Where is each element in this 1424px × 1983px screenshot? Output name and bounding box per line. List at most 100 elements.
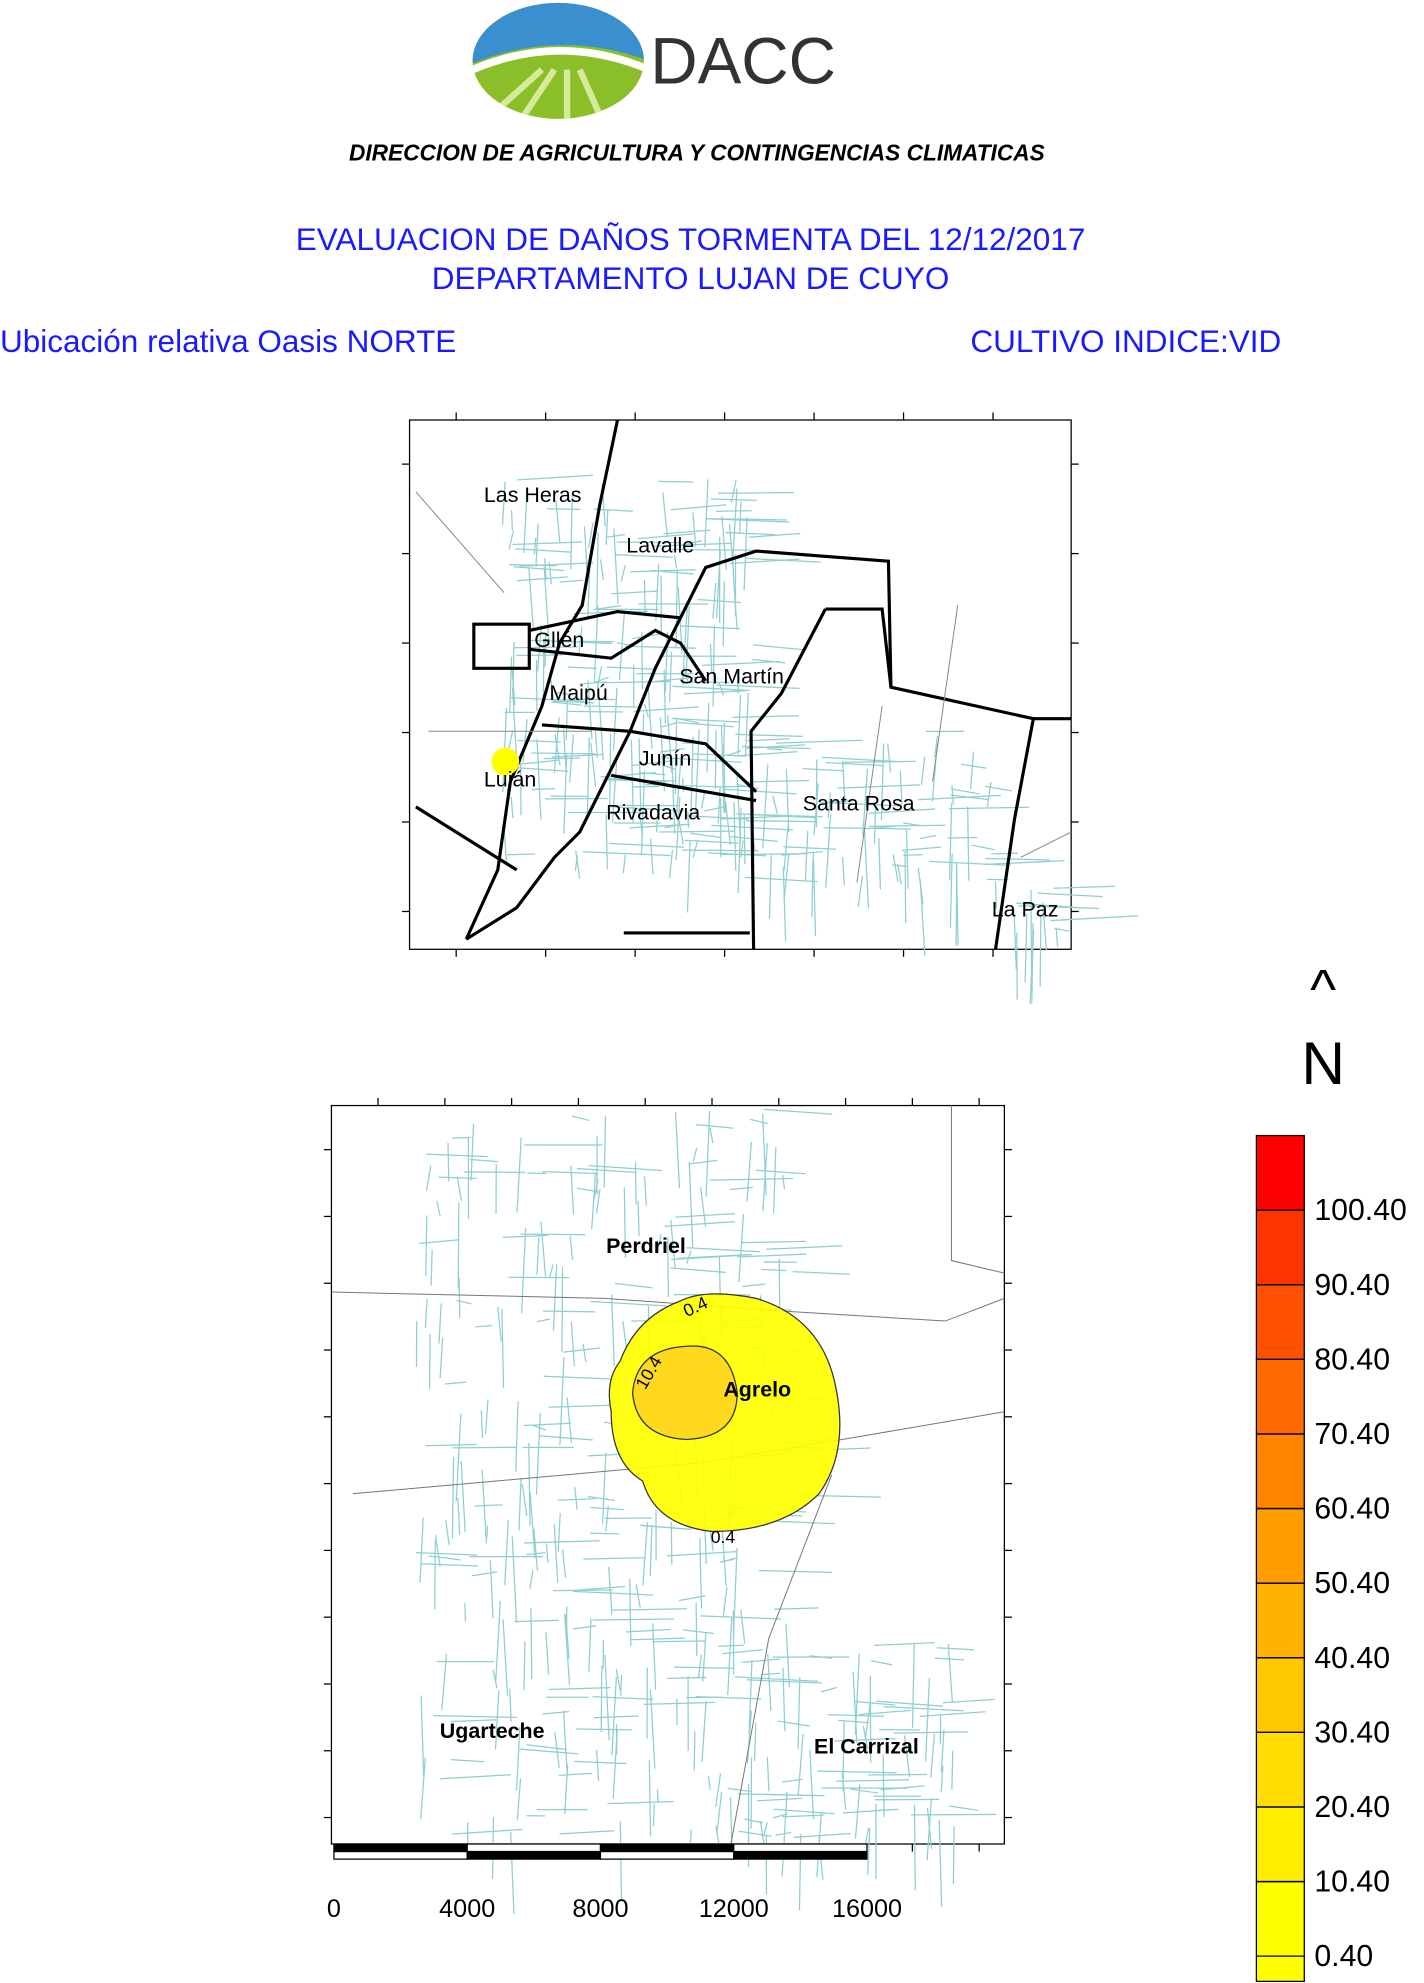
road (570, 1165, 575, 1215)
road (492, 1669, 498, 1689)
road (634, 1162, 637, 1205)
road (785, 768, 790, 833)
road (587, 1495, 615, 1502)
road (415, 1551, 478, 1556)
road (686, 1247, 761, 1253)
road (425, 1165, 432, 1191)
road (751, 658, 786, 664)
road (516, 1778, 522, 1820)
road (484, 1399, 489, 1435)
road (782, 1778, 803, 1783)
road (880, 743, 885, 820)
road (783, 846, 836, 850)
road (802, 768, 845, 772)
road (570, 1321, 576, 1367)
road (934, 1657, 965, 1661)
road (674, 1112, 681, 1189)
road (510, 797, 514, 819)
road (608, 1566, 613, 1615)
road (750, 1118, 768, 1125)
road (504, 1519, 509, 1586)
scale-segment (599, 1843, 735, 1853)
road (553, 700, 595, 704)
road (658, 480, 694, 483)
road (690, 736, 694, 815)
road (631, 1637, 686, 1641)
road (436, 1201, 441, 1217)
road (610, 1294, 615, 1367)
road (451, 1828, 523, 1835)
road (447, 1142, 450, 1182)
road (766, 748, 783, 751)
road (753, 644, 803, 651)
road (868, 824, 946, 827)
road (707, 1775, 711, 1791)
road (748, 532, 801, 538)
road (574, 1487, 578, 1510)
road (509, 696, 584, 702)
road (661, 756, 742, 763)
road (649, 1524, 653, 1576)
road (576, 1187, 599, 1193)
road (509, 656, 513, 712)
road (669, 651, 673, 703)
road (516, 576, 568, 582)
road (508, 730, 514, 749)
road (565, 701, 568, 741)
scale-segment (333, 1843, 468, 1853)
road (842, 760, 916, 763)
road (715, 1773, 722, 1808)
road (592, 1696, 654, 1700)
road (445, 1381, 467, 1385)
road (451, 1456, 455, 1539)
road (460, 1460, 466, 1532)
road (827, 792, 832, 818)
road (841, 857, 846, 886)
road (637, 533, 696, 540)
road (724, 801, 731, 846)
road (620, 564, 626, 582)
road (682, 1629, 714, 1635)
road (862, 768, 869, 836)
road (434, 1540, 436, 1610)
road (732, 1548, 738, 1636)
road (699, 1538, 703, 1609)
road (518, 1477, 522, 1531)
road (1050, 915, 1139, 922)
road (759, 1569, 832, 1573)
road (420, 1695, 425, 1777)
road (688, 1161, 694, 1249)
road (768, 855, 772, 920)
road (572, 1625, 597, 1630)
road (820, 1686, 837, 1693)
road (457, 1497, 461, 1536)
road (559, 579, 584, 583)
scale-label: 0 (327, 1895, 341, 1923)
road (516, 1137, 522, 1213)
road (904, 851, 907, 924)
road (701, 1701, 707, 1762)
road (917, 867, 924, 904)
road (762, 764, 769, 849)
road (536, 1318, 551, 1323)
road (934, 736, 939, 758)
road (643, 579, 646, 617)
road (593, 606, 599, 682)
legend-label: 10.40 (1314, 1866, 1390, 1899)
road (681, 607, 688, 686)
road (611, 760, 618, 823)
place-label: Maipú (549, 681, 607, 705)
road (430, 1249, 433, 1286)
road (823, 827, 911, 830)
road (644, 703, 649, 718)
road (563, 1613, 571, 1686)
road (420, 1757, 426, 1820)
road (733, 802, 737, 871)
road (552, 1589, 613, 1592)
road (540, 1221, 547, 1277)
road (520, 1228, 527, 1314)
road (961, 763, 987, 769)
road (836, 1779, 910, 1782)
road (559, 1357, 565, 1446)
road (821, 756, 899, 763)
